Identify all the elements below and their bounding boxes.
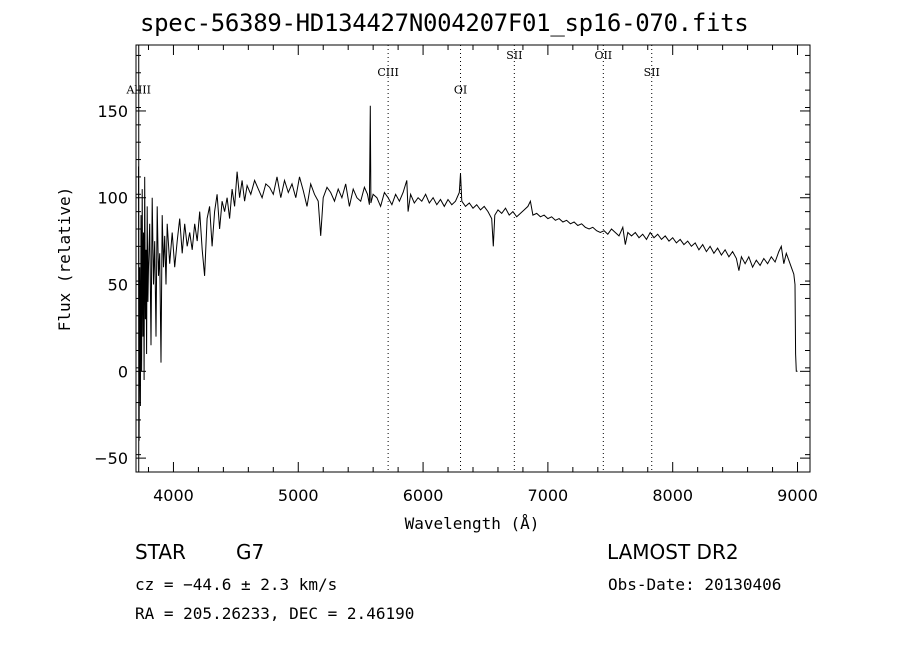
- line-marker-label: CIII: [377, 66, 398, 79]
- x-tick-label: 7000: [528, 486, 569, 505]
- y-axis-label: Flux (relative): [55, 187, 74, 332]
- x-axis-ticks: 4000 5000 6000 7000 8000 9000: [147, 45, 818, 505]
- y-tick-label: 0: [118, 362, 128, 381]
- y-tick-label: 50: [108, 276, 128, 295]
- spectrum-line: [138, 105, 798, 441]
- line-marker-label: OI: [454, 84, 467, 97]
- chart-title: spec-56389-HD134427N004207F01_sp16-070.f…: [140, 9, 749, 37]
- observation-date: Obs-Date: 20130406: [608, 575, 782, 594]
- survey-name: LAMOST DR2: [607, 540, 739, 564]
- ra-dec-coordinates: RA = 205.26233, DEC = 2.46190: [135, 604, 415, 623]
- x-axis-label: Wavelength (Å): [405, 514, 540, 533]
- x-tick-label: 6000: [403, 486, 444, 505]
- line-marker-label: SII: [644, 66, 660, 79]
- redshift-velocity: cz = −44.6 ± 2.3 km/s: [135, 575, 338, 594]
- line-marker-label: SII: [506, 49, 522, 62]
- x-tick-label: 5000: [278, 486, 319, 505]
- object-subclass: G7: [236, 540, 265, 564]
- object-class: STAR: [135, 540, 186, 564]
- y-axis-ticks: −50 0 50 100 150: [94, 54, 810, 473]
- x-tick-label: 4000: [153, 486, 194, 505]
- line-marker-label: OII: [594, 49, 612, 62]
- x-tick-label: 8000: [652, 486, 693, 505]
- x-tick-label: 9000: [777, 486, 818, 505]
- line-marker-label: AlIII: [125, 84, 151, 97]
- plot-frame: [135, 44, 811, 473]
- y-tick-label: −50: [94, 449, 128, 468]
- y-tick-label: 100: [97, 189, 128, 208]
- y-tick-label: 150: [97, 102, 128, 121]
